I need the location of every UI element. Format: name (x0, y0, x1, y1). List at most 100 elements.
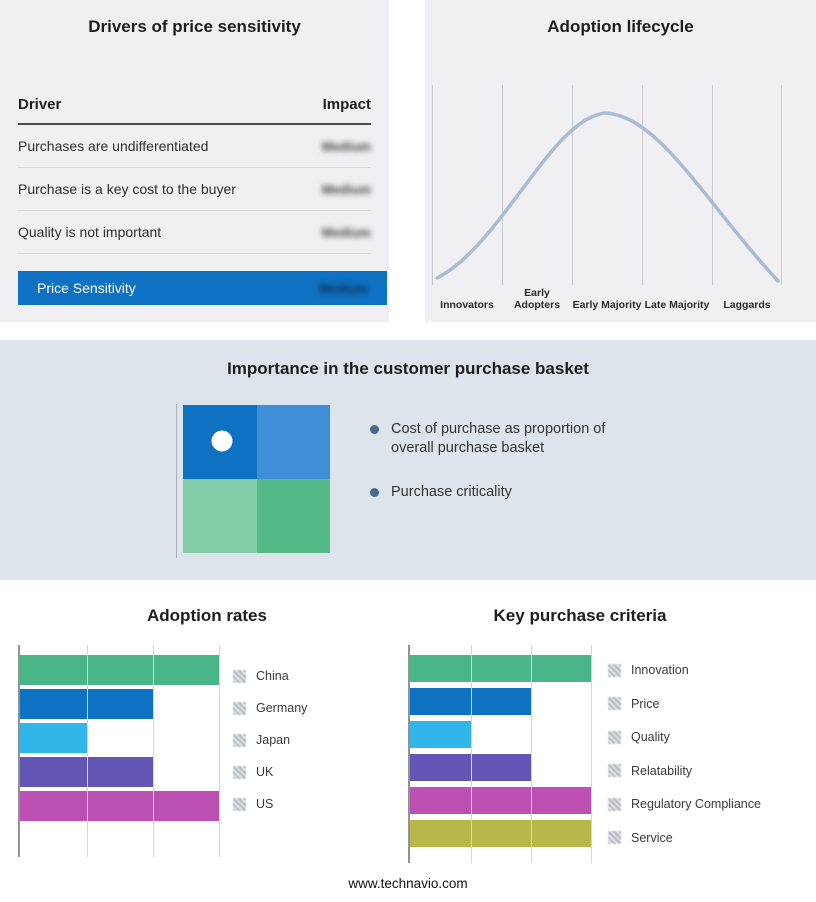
legend-swatch-icon (608, 730, 621, 744)
legend-swatch-icon (233, 701, 246, 715)
legend-item: Quality (608, 730, 761, 744)
key-purchase-criteria-legend: Innovation Price Quality Relatability Re… (608, 663, 761, 864)
bar-japan (20, 723, 87, 753)
basket-panel: Importance in the customer purchase bask… (0, 340, 816, 580)
drivers-table: Driver Impact Purchases are undifferenti… (18, 96, 371, 254)
key-purchase-criteria-plot (408, 645, 592, 863)
legend-label: US (256, 797, 274, 811)
gridline (86, 645, 88, 857)
legend-swatch-icon (608, 663, 621, 677)
stage-label-late-majority: Late Majority (644, 298, 710, 311)
driver-label: Purchases are undifferentiated (18, 138, 209, 154)
bullet-text: Cost of purchase as proportion of overal… (391, 421, 606, 457)
legend-swatch-icon (608, 797, 621, 811)
legend-item: China (233, 669, 307, 683)
matrix-axis-line (176, 404, 177, 558)
adoption-rates-title: Adoption rates (147, 606, 267, 625)
legend-label: Service (631, 830, 673, 845)
driver-row: Purchases are undifferentiated Medium (18, 125, 371, 168)
legend-swatch-icon (233, 669, 246, 683)
driver-row: Quality is not important Medium (18, 211, 371, 254)
matrix-quadrant-bottom-left (183, 479, 257, 553)
matrix-quadrant-top-right (256, 405, 330, 479)
bullet-item: Cost of purchase as proportion of overal… (370, 420, 642, 459)
legend-label: Quality (631, 730, 670, 744)
adoption-curve (435, 111, 780, 283)
legend-swatch-icon (608, 831, 621, 844)
matrix-quadrant-bottom-right (256, 479, 330, 553)
key-purchase-criteria-title: Key purchase criteria (493, 606, 667, 625)
drivers-title: Drivers of price sensitivity (88, 17, 301, 36)
gridline (502, 85, 503, 285)
driver-column-header: Driver (18, 96, 62, 113)
stage-label-early-adopters: Early Adopters (513, 286, 561, 311)
legend-item: Relatability (608, 764, 761, 778)
legend-swatch-icon (233, 733, 246, 747)
gridline (642, 85, 643, 285)
bullet-item: Purchase criticality (370, 483, 642, 502)
stage-label-early-majority: Early Majority (572, 298, 642, 311)
gridline (470, 645, 472, 863)
driver-label: Quality is not important (18, 224, 162, 240)
driver-impact-value: Medium (321, 138, 371, 154)
price-sensitivity-bar: Price Sensitivity Medium (18, 271, 387, 305)
stage-label-laggards: Laggards (723, 298, 771, 311)
impact-column-header: Impact (322, 96, 371, 113)
legend-item: Innovation (608, 663, 761, 677)
stage-label-innovators: Innovators (440, 298, 494, 311)
bar-us (20, 791, 220, 821)
bell-curve-path (435, 111, 780, 283)
lifecycle-panel: Adoption lifecycle Innovators Early Adop… (425, 0, 816, 322)
legend-item: UK (233, 765, 307, 779)
legend-swatch-icon (233, 797, 246, 811)
bullet-icon (370, 487, 379, 497)
lifecycle-title: Adoption lifecycle (547, 17, 694, 36)
legend-label: UK (256, 765, 274, 779)
legend-label: Price (631, 696, 660, 711)
price-sensitivity-label: Price Sensitivity (37, 280, 136, 296)
legend-swatch-icon (608, 697, 621, 710)
legend-item: Germany (233, 701, 307, 715)
drivers-table-header: Driver Impact (18, 96, 371, 125)
legend-label: China (256, 669, 289, 683)
driver-impact-value: Medium (321, 181, 371, 197)
legend-item: Regulatory Compliance (608, 797, 761, 811)
bar-china (20, 655, 220, 685)
bullet-icon (370, 425, 379, 434)
legend-item: US (233, 797, 307, 811)
bar-innovation (410, 655, 592, 682)
legend-item: Service (608, 831, 761, 845)
price-sensitivity-value: Medium (318, 280, 368, 296)
legend-label: Regulatory Compliance (631, 797, 761, 811)
legend-item: Japan (233, 733, 307, 747)
purchase-matrix (183, 405, 330, 553)
legend-swatch-icon (608, 764, 621, 777)
adoption-rates-legend: China Germany Japan UK US (233, 669, 307, 829)
driver-row: Purchase is a key cost to the buyer Medi… (18, 168, 371, 211)
gridline (219, 645, 220, 857)
legend-label: Innovation (631, 663, 689, 677)
drivers-panel: Drivers of price sensitivity Driver Impa… (0, 0, 389, 322)
gridline (591, 645, 592, 863)
footer-url: www.technavio.com (348, 876, 468, 891)
gridline (531, 645, 533, 863)
lifecycle-chart: Innovators Early Adopters Early Majority… (432, 85, 782, 311)
bar-quality (410, 721, 471, 748)
adoption-rates-plot (18, 645, 220, 857)
matrix-position-dot (211, 430, 233, 452)
basket-bullet-list: Cost of purchase as proportion of overal… (370, 420, 642, 526)
legend-label: Germany (256, 701, 308, 715)
lifecycle-stage-labels: Innovators Early Adopters Early Majority… (432, 285, 782, 311)
legend-label: Japan (256, 733, 291, 747)
gridline (712, 85, 713, 285)
gridline (781, 85, 782, 285)
gridline (432, 85, 433, 285)
bar-regulatory-compliance (410, 787, 592, 814)
matrix-quadrant-top-left (183, 405, 257, 479)
driver-label: Purchase is a key cost to the buyer (18, 181, 236, 197)
gridline (572, 85, 573, 285)
bar-service (410, 820, 592, 847)
basket-title: Importance in the customer purchase bask… (227, 359, 589, 378)
legend-label: Relatability (631, 763, 693, 778)
